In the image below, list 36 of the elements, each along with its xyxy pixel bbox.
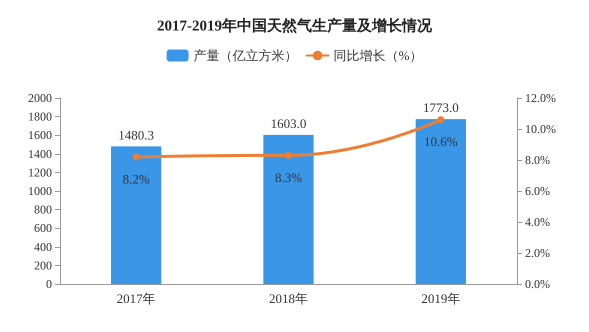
y-tick-label: 1000 — [28, 184, 52, 198]
x-tick-label: 2018年 — [269, 291, 308, 306]
bar — [263, 134, 314, 284]
data-label: 1603.0 — [270, 116, 306, 131]
data-label: 8.2% — [122, 171, 150, 186]
y-tick-label: 200 — [34, 258, 52, 272]
y-tick-label: 1600 — [28, 128, 52, 142]
y-tick-label: 1200 — [28, 165, 52, 180]
point — [437, 116, 444, 124]
data-label: 1480.3 — [118, 127, 154, 142]
bar — [111, 146, 162, 284]
legend-label: 同比增长（%） — [334, 48, 422, 63]
data-label: 10.6% — [424, 134, 458, 150]
y-tick-label: 400 — [34, 240, 52, 254]
bar — [416, 119, 466, 284]
y2-tick-label: 0.0% — [525, 277, 550, 291]
data-label: 8.3% — [274, 170, 302, 185]
data-label: 1773.0 — [422, 100, 459, 116]
point — [132, 153, 140, 160]
chart-title: 2017-2019年中国天然气生产量及增长情况 — [157, 18, 433, 34]
y-tick-label: 1800 — [28, 110, 52, 124]
y-tick-label: 2000 — [28, 91, 52, 105]
y2-tick-label: 6.0% — [525, 184, 550, 198]
y2-tick-label: 4.0% — [525, 215, 550, 229]
y2-tick-label: 12.0% — [525, 91, 556, 105]
x-tick-label: 2019年 — [421, 291, 460, 306]
y-tick-label: 600 — [34, 221, 52, 236]
y-tick-label: 0 — [46, 277, 52, 291]
y-tick-label: 800 — [34, 202, 52, 217]
y2-tick-label: 8.0% — [525, 153, 550, 167]
legend-label: 产量（亿立方米） — [194, 48, 298, 63]
point — [285, 152, 292, 159]
y2-tick-label: 10.0% — [525, 122, 556, 136]
y2-tick-label: 2.0% — [525, 246, 550, 260]
y-tick-label: 1400 — [28, 146, 52, 161]
x-tick-label: 2017年 — [116, 291, 156, 306]
